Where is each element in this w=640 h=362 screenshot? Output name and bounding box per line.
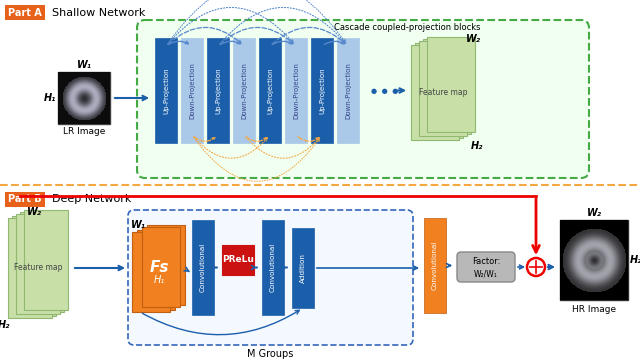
- Bar: [419, 41, 467, 136]
- Bar: [16, 214, 60, 314]
- Text: Down-Projection: Down-Projection: [241, 62, 247, 119]
- Bar: [8, 218, 52, 318]
- Bar: [132, 232, 170, 312]
- Text: Down-Projection: Down-Projection: [293, 62, 299, 119]
- Bar: [415, 43, 463, 138]
- Text: M Groups: M Groups: [247, 349, 294, 359]
- Text: Part B: Part B: [8, 194, 42, 205]
- Bar: [12, 216, 56, 316]
- Bar: [560, 220, 628, 300]
- Text: Deep Network: Deep Network: [52, 194, 131, 205]
- Text: H₂: H₂: [630, 255, 640, 265]
- Text: H₁: H₁: [154, 275, 164, 285]
- Text: HR Image: HR Image: [572, 304, 616, 313]
- Text: Addition: Addition: [300, 253, 306, 283]
- Bar: [233, 38, 255, 143]
- Bar: [285, 38, 307, 143]
- Bar: [5, 192, 45, 207]
- Text: Up-Projection: Up-Projection: [163, 67, 169, 114]
- Text: W₁: W₁: [131, 220, 145, 230]
- Text: PReLu: PReLu: [222, 256, 254, 265]
- Text: Up-Projection: Up-Projection: [215, 67, 221, 114]
- Circle shape: [527, 258, 545, 276]
- Bar: [181, 38, 203, 143]
- Text: Convolutional: Convolutional: [200, 243, 206, 292]
- Text: H₁: H₁: [44, 93, 56, 103]
- Text: Feature map: Feature map: [13, 264, 62, 273]
- Text: Shallow Network: Shallow Network: [52, 8, 145, 17]
- Bar: [5, 5, 45, 20]
- Text: Feature map: Feature map: [419, 88, 467, 97]
- Bar: [155, 38, 177, 143]
- Text: Factor:: Factor:: [472, 257, 500, 266]
- Bar: [337, 38, 359, 143]
- Bar: [58, 72, 110, 124]
- Bar: [24, 210, 68, 310]
- Text: H₂: H₂: [0, 320, 10, 330]
- Text: Up-Projection: Up-Projection: [267, 67, 273, 114]
- Text: Up-Projection: Up-Projection: [319, 67, 325, 114]
- Bar: [262, 220, 284, 315]
- Text: Cascade coupled-projection blocks: Cascade coupled-projection blocks: [333, 24, 480, 33]
- Bar: [259, 38, 281, 143]
- FancyBboxPatch shape: [128, 210, 413, 345]
- Bar: [192, 220, 214, 315]
- Bar: [427, 37, 475, 132]
- Bar: [20, 212, 64, 312]
- Bar: [423, 39, 471, 134]
- Bar: [424, 218, 446, 313]
- Bar: [142, 227, 180, 307]
- FancyBboxPatch shape: [457, 252, 515, 282]
- Text: Fs: Fs: [149, 260, 169, 274]
- Text: Convolutional: Convolutional: [270, 243, 276, 292]
- Bar: [292, 228, 314, 308]
- FancyBboxPatch shape: [137, 20, 589, 178]
- Bar: [411, 45, 459, 140]
- Text: Down-Projection: Down-Projection: [189, 62, 195, 119]
- Text: W₂: W₂: [26, 207, 42, 217]
- Bar: [207, 38, 229, 143]
- Text: Part A: Part A: [8, 8, 42, 17]
- Bar: [147, 225, 185, 305]
- Text: W₂/W₁: W₂/W₁: [474, 269, 498, 278]
- Text: W₂: W₂: [465, 34, 481, 44]
- Bar: [222, 245, 254, 275]
- Text: H₂: H₂: [471, 141, 483, 151]
- Text: W₁: W₁: [77, 60, 92, 70]
- Text: Down-Projection: Down-Projection: [345, 62, 351, 119]
- Bar: [311, 38, 333, 143]
- Text: LR Image: LR Image: [63, 127, 105, 136]
- Text: Convolutional: Convolutional: [432, 241, 438, 290]
- Text: ●  ●  ●: ● ● ●: [371, 88, 398, 93]
- Bar: [137, 230, 175, 310]
- Text: W₂: W₂: [586, 208, 602, 218]
